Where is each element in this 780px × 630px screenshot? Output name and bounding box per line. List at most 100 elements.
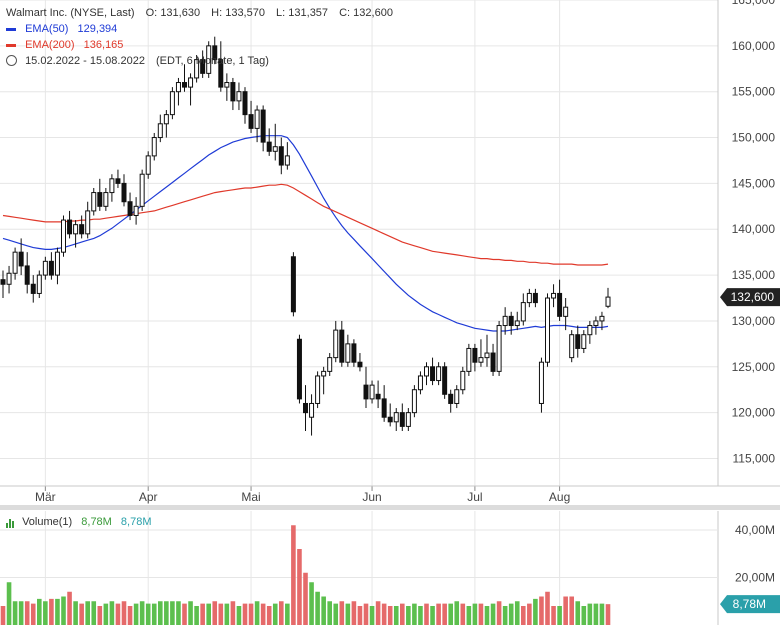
candle (260, 105, 266, 152)
candle-body (290, 256, 296, 313)
volume-bar (37, 598, 42, 625)
last-price-tag (720, 288, 780, 307)
volume-bar (115, 603, 121, 625)
candle (296, 334, 302, 404)
candle (73, 220, 79, 248)
volume-bar (351, 601, 357, 625)
ema200-legend: EMA(200) 136,165 (6, 38, 123, 52)
volume-bar (127, 606, 133, 625)
volume-bar (279, 601, 284, 625)
candle-body (315, 375, 321, 404)
volume-bar (478, 603, 484, 625)
candle-body (18, 251, 24, 267)
volume-bar (490, 603, 496, 625)
candle (369, 380, 375, 404)
volume-bar (133, 603, 139, 625)
volume-bar (430, 606, 435, 625)
price-y-tick-label: 155,000 (732, 85, 776, 99)
candle-body (496, 325, 502, 372)
candle (290, 252, 296, 317)
candle-body (436, 366, 442, 382)
clock-icon (6, 54, 17, 66)
candle (557, 279, 563, 321)
candle-body (545, 297, 550, 363)
volume-bar (357, 606, 363, 625)
candle-body (182, 82, 187, 88)
candle-body (363, 384, 369, 400)
volume-bar (291, 525, 296, 625)
price-y-tick-label: 150,000 (732, 131, 776, 145)
volume-bar (412, 603, 417, 625)
volume-y-tick-label: 40,00M (735, 523, 775, 537)
candle (109, 174, 115, 202)
volume-bar (218, 603, 224, 625)
candle-body (442, 366, 448, 395)
pane-separator (0, 505, 780, 510)
candle-body (109, 178, 115, 194)
volume-bar (236, 606, 242, 625)
volume-bar (67, 591, 72, 625)
candle (200, 50, 206, 78)
candle-body (157, 123, 163, 139)
candle (563, 298, 569, 331)
candle-body (538, 361, 544, 404)
candle (605, 287, 611, 309)
candle (236, 82, 242, 111)
candle (532, 288, 538, 308)
candle-body (526, 292, 532, 304)
volume-bar (230, 601, 236, 625)
volume-bar (170, 601, 175, 625)
volume-value-2: 8,78M (120, 516, 152, 528)
x-tick-label: Mai (241, 490, 260, 504)
candle-body (381, 398, 387, 418)
volume-bar (43, 601, 48, 625)
candle (569, 330, 575, 363)
volume-bar (599, 603, 605, 625)
candle (188, 73, 194, 106)
volume-bar (109, 601, 115, 625)
volume-bar (466, 606, 472, 625)
candle-body (200, 59, 206, 74)
candle-body (399, 412, 405, 427)
candle (218, 41, 224, 92)
candle (514, 311, 520, 331)
low-value: 131,357 (288, 7, 329, 19)
candle-body (284, 155, 290, 166)
candle (436, 362, 442, 386)
candle (520, 293, 526, 326)
volume-bar (593, 603, 599, 625)
candle (103, 187, 109, 211)
volume-bar (176, 601, 181, 625)
candle-body (569, 334, 575, 359)
volume-bar (321, 596, 326, 625)
candle-body (387, 416, 393, 423)
candle (169, 87, 175, 120)
low-label: L: (276, 7, 286, 19)
instrument-legend: Walmart Inc. (NYSE, Last) O: 131,630 H: … (6, 6, 393, 20)
candle-body (260, 109, 266, 143)
candle-body (321, 370, 327, 377)
candle (163, 110, 169, 138)
candle (581, 330, 587, 354)
volume-bar (502, 606, 508, 625)
candle-body (169, 91, 175, 116)
ema-line-50 (2, 135, 609, 332)
x-tick-label: Aug (549, 490, 570, 504)
range-legend: 15.02.2022 - 15.08.2022 (EDT, 6 Monate, … (6, 54, 269, 68)
candle (599, 311, 605, 331)
close-label: C: (339, 7, 351, 19)
candle (351, 339, 357, 367)
price-y-tick-label: 135,000 (732, 268, 776, 282)
candle (133, 197, 139, 225)
candle-body (254, 109, 260, 129)
candle-body (6, 272, 12, 285)
volume-bar (212, 601, 218, 625)
volume-bar (309, 582, 314, 625)
volume-bar (315, 591, 320, 625)
candle-body (333, 329, 339, 359)
volume-bar (139, 601, 145, 625)
volume-bar (272, 603, 278, 625)
candle (478, 339, 484, 367)
